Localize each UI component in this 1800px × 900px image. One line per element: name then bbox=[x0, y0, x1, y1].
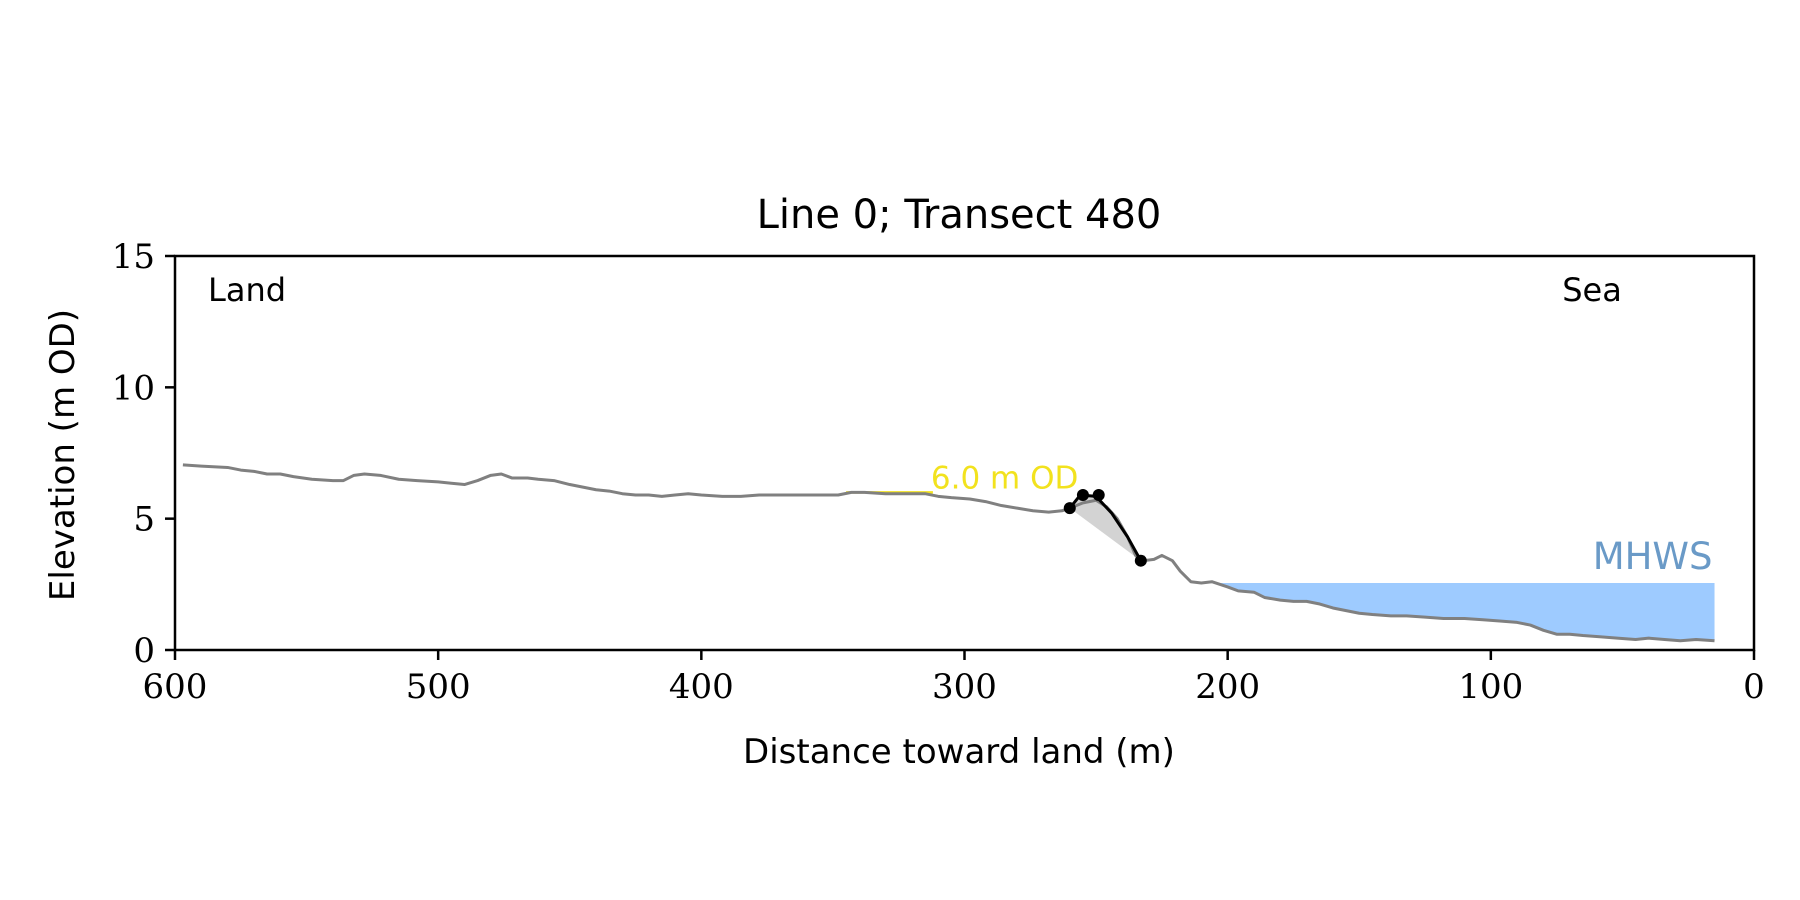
y-tick-label: 10 bbox=[112, 368, 155, 408]
profile-line bbox=[182, 463, 1715, 643]
y-tick-label: 15 bbox=[112, 237, 155, 277]
x-axis-label: Distance toward land (m) bbox=[743, 732, 1175, 772]
y-tick-label: 5 bbox=[133, 500, 155, 540]
plot-area: 6.0 m OD MHWS 600 500 400 300 200 100 0 0 5 10 15 bbox=[112, 237, 1765, 707]
x-tick-label: 400 bbox=[669, 667, 734, 707]
x-tick-label: 100 bbox=[1458, 667, 1523, 707]
x-tick-label: 500 bbox=[406, 667, 471, 707]
y-tick-label: 0 bbox=[133, 631, 155, 671]
sea-label: Sea bbox=[1562, 271, 1622, 309]
cliff-point bbox=[1134, 554, 1147, 567]
mhws-label: MHWS bbox=[1593, 535, 1713, 578]
x-tick-label: 200 bbox=[1195, 667, 1260, 707]
cliff-point bbox=[1063, 502, 1076, 515]
y-axis-label: Elevation (m OD) bbox=[43, 309, 83, 601]
mhws-water-area bbox=[1219, 583, 1715, 641]
threshold-label: 6.0 m OD bbox=[931, 460, 1078, 496]
cliff-point bbox=[1092, 489, 1105, 502]
x-tick-label: 300 bbox=[932, 667, 997, 707]
x-tick-label: 0 bbox=[1743, 667, 1765, 707]
x-tick-label: 600 bbox=[143, 667, 208, 707]
cliff-point bbox=[1076, 489, 1089, 502]
cliff-area bbox=[1069, 495, 1141, 561]
chart-title: Line 0; Transect 480 bbox=[757, 192, 1162, 238]
land-label: Land bbox=[208, 271, 286, 309]
